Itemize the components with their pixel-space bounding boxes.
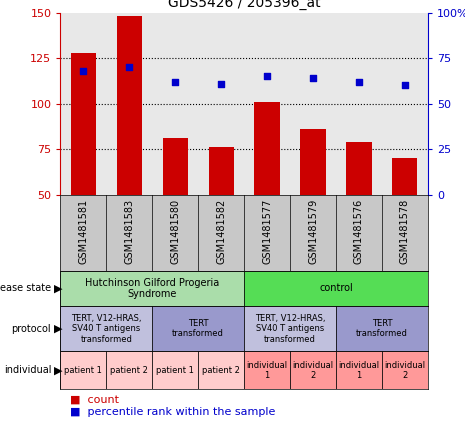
- Text: ■  percentile rank within the sample: ■ percentile rank within the sample: [70, 407, 275, 418]
- Text: ▶: ▶: [54, 365, 62, 375]
- Bar: [117, 16, 142, 195]
- Text: individual
1: individual 1: [339, 360, 379, 380]
- Text: TERT, V12-HRAS,
SV40 T antigens
transformed: TERT, V12-HRAS, SV40 T antigens transfor…: [255, 314, 326, 343]
- Bar: [336, 306, 428, 351]
- Bar: [336, 351, 382, 389]
- Bar: [152, 306, 244, 351]
- Point: [355, 78, 363, 85]
- Text: disease state: disease state: [0, 283, 51, 294]
- Text: TERT
transformed: TERT transformed: [172, 319, 224, 338]
- Bar: [290, 351, 336, 389]
- Point: [126, 64, 133, 71]
- Bar: [244, 306, 336, 351]
- Text: GSM1481581: GSM1481581: [79, 198, 88, 264]
- Point: [309, 75, 317, 82]
- Bar: [244, 271, 428, 306]
- Text: ■  count: ■ count: [70, 395, 119, 405]
- Bar: [71, 53, 96, 195]
- Bar: [106, 351, 152, 389]
- Bar: [60, 306, 152, 351]
- Text: TERT, V12-HRAS,
SV40 T antigens
transformed: TERT, V12-HRAS, SV40 T antigens transfor…: [71, 314, 142, 343]
- Text: individual
1: individual 1: [246, 360, 288, 380]
- Bar: [163, 138, 188, 195]
- Text: GSM1481583: GSM1481583: [124, 198, 134, 264]
- Text: TERT
transformed: TERT transformed: [356, 319, 408, 338]
- Bar: [152, 351, 198, 389]
- Text: protocol: protocol: [12, 324, 51, 334]
- Text: GSM1481579: GSM1481579: [308, 198, 318, 264]
- Text: patient 2: patient 2: [110, 366, 148, 375]
- Bar: [60, 271, 244, 306]
- Text: individual
2: individual 2: [292, 360, 333, 380]
- Text: control: control: [319, 283, 353, 294]
- Point: [401, 82, 409, 89]
- Bar: [392, 158, 418, 195]
- Bar: [198, 351, 244, 389]
- Bar: [254, 102, 280, 195]
- Bar: [208, 147, 234, 195]
- Bar: [60, 351, 106, 389]
- Text: ▶: ▶: [54, 283, 62, 294]
- Point: [263, 73, 271, 80]
- Bar: [346, 142, 372, 195]
- Text: GSM1481578: GSM1481578: [400, 198, 410, 264]
- Point: [172, 78, 179, 85]
- Text: Hutchinson Gilford Progeria
Syndrome: Hutchinson Gilford Progeria Syndrome: [85, 277, 219, 299]
- Text: patient 1: patient 1: [156, 366, 194, 375]
- Point: [80, 68, 87, 74]
- Bar: [244, 351, 290, 389]
- Text: GSM1481576: GSM1481576: [354, 198, 364, 264]
- Text: patient 2: patient 2: [202, 366, 240, 375]
- Bar: [382, 351, 428, 389]
- Text: GSM1481580: GSM1481580: [170, 198, 180, 264]
- Bar: [300, 129, 325, 195]
- Text: ▶: ▶: [54, 324, 62, 334]
- Title: GDS5426 / 205396_at: GDS5426 / 205396_at: [168, 0, 320, 10]
- Point: [218, 80, 225, 87]
- Text: patient 1: patient 1: [65, 366, 102, 375]
- Text: GSM1481577: GSM1481577: [262, 198, 272, 264]
- Text: individual
2: individual 2: [384, 360, 425, 380]
- Text: GSM1481582: GSM1481582: [216, 198, 226, 264]
- Text: individual: individual: [4, 365, 51, 375]
